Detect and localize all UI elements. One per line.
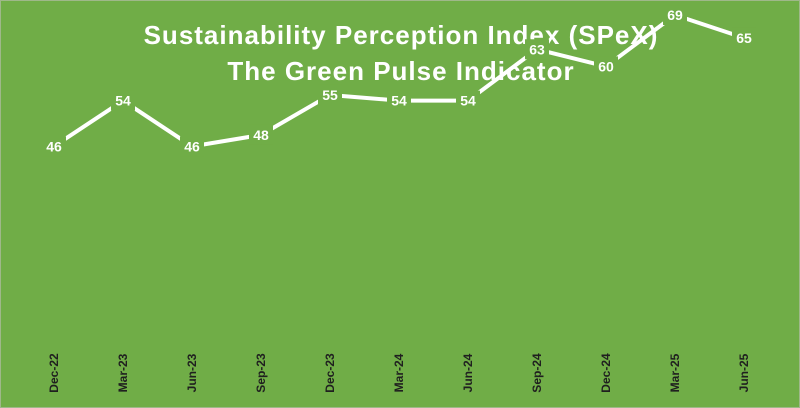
data-label-background [663, 5, 687, 26]
data-label-background [42, 136, 66, 157]
data-label-background [456, 90, 480, 111]
data-label: 54 [111, 90, 135, 111]
data-label-background [249, 124, 273, 145]
data-label: 69 [663, 5, 687, 26]
data-label-background [594, 56, 618, 77]
drop-lines [53, 28, 745, 346]
data-label-background [525, 39, 549, 60]
x-tick-label: Dec-24 [599, 353, 613, 393]
data-label-text: 69 [667, 7, 683, 23]
data-label: 46 [42, 136, 66, 157]
x-tick-label: Jun-24 [461, 353, 475, 392]
data-label-background [387, 90, 411, 111]
data-label: 55 [318, 84, 342, 105]
x-axis-tick-labels: Dec-22 Mar-23 Jun-23 Sep-23 Dec-23 Mar-24 Jun-… [47, 353, 751, 393]
data-label-text: 63 [529, 41, 545, 57]
data-label-text: 46 [46, 138, 62, 154]
data-label-background [180, 136, 204, 157]
x-tick-label: Jun-23 [185, 353, 199, 392]
data-label: 60 [594, 56, 618, 77]
data-label-background [318, 84, 342, 105]
x-tick-label: Dec-22 [47, 353, 61, 393]
data-label-text: 54 [115, 93, 131, 109]
x-tick-label: Mar-25 [668, 353, 682, 392]
data-label-text: 55 [322, 87, 338, 103]
chart-subtitle: The Green Pulse Indicator [227, 56, 574, 86]
x-tick-label: Mar-23 [116, 353, 130, 392]
data-label-text: 65 [736, 30, 752, 46]
x-tick-label: Sep-23 [254, 353, 268, 393]
data-labels: 46 54 46 48 55 54 54 63 60 69 65 [42, 5, 756, 157]
data-label-text: 46 [184, 138, 200, 154]
chart-title: Sustainability Perception Index (SPeX) [144, 20, 659, 50]
x-tick-label: Mar-24 [392, 353, 406, 392]
data-label-text: 48 [253, 127, 269, 143]
data-label: 46 [180, 136, 204, 157]
data-label-background [111, 90, 135, 111]
data-label: 48 [249, 124, 273, 145]
data-label-background [732, 27, 756, 48]
data-label-text: 54 [391, 93, 407, 109]
x-tick-label: Jun-25 [737, 353, 751, 392]
data-label: 54 [456, 90, 480, 111]
data-label-text: 54 [460, 93, 476, 109]
x-tick-label: Sep-24 [530, 353, 544, 393]
data-label: 54 [387, 90, 411, 111]
x-tick-label: Dec-23 [323, 353, 337, 393]
data-label-text: 60 [598, 58, 614, 74]
data-label: 65 [732, 27, 756, 48]
data-label: 63 [525, 39, 549, 60]
